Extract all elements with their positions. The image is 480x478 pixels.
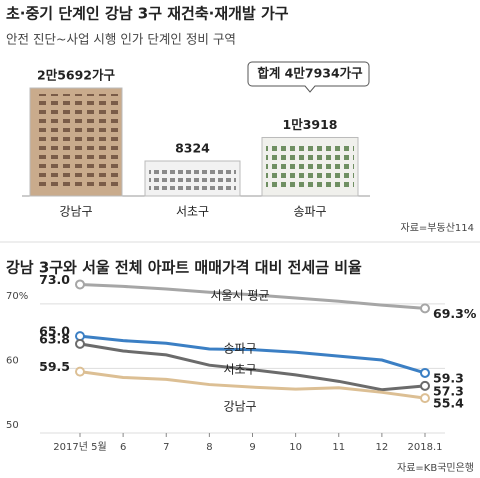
line — [79, 334, 426, 375]
x-tick-label: 10 — [289, 442, 302, 453]
category-label: 송파구 — [293, 205, 326, 219]
point — [420, 393, 430, 404]
value-label: 2만5692가구 — [37, 68, 115, 83]
annotation: 합계 4만7934가구 — [257, 66, 363, 81]
value-label: 57.3 — [433, 383, 464, 398]
value-label: 59.3 — [433, 370, 464, 385]
x-tick-label: 12 — [376, 442, 389, 453]
x-tick-label: 7 — [163, 442, 169, 453]
value-label: 55.4 — [433, 396, 464, 411]
chart-title: 강남 3구와 서울 전체 아파트 매매가격 대비 전세금 비율 — [6, 259, 362, 277]
series-label: 서초구 — [223, 363, 256, 377]
point — [75, 279, 85, 290]
annotation-box: 합계 4만7934가구 — [247, 61, 370, 93]
value-label: 65.0 — [39, 324, 70, 339]
series-label: 서울시 평균 — [210, 289, 269, 303]
x-tick-label: 2018.1 — [408, 442, 443, 453]
chart-title: 초·중기 단계인 강남 3구 재건축·재개발 가구 — [6, 5, 289, 23]
value-label: 1만3918 — [283, 117, 338, 132]
chart-subtitle: 안전 진단~사업 시행 인가 단계인 정비 구역 — [6, 32, 236, 47]
y-tick-label: 50 — [6, 420, 19, 431]
line — [79, 342, 426, 392]
series-label: 송파구 — [223, 342, 256, 356]
series-label: 강남구 — [223, 400, 256, 414]
value-label: 8324 — [175, 141, 210, 156]
building-windows — [266, 143, 354, 190]
value-label: 59.5 — [39, 359, 70, 374]
value-label: 73.0 — [39, 272, 70, 287]
x-tick-label: 2017년 5월 — [53, 441, 106, 453]
x-tick-label: 11 — [332, 442, 345, 453]
line — [79, 370, 426, 400]
y-tick-label: 70% — [6, 291, 28, 302]
point — [420, 367, 430, 378]
value-label: 63.8 — [39, 331, 70, 346]
x-tick-label: 6 — [120, 442, 126, 453]
point — [420, 380, 430, 391]
category-label: 서초구 — [176, 205, 209, 219]
building-windows — [149, 167, 236, 190]
x-tick-label: 9 — [249, 442, 255, 453]
building-windows — [34, 94, 118, 190]
point — [75, 366, 85, 377]
value-label: 69.3% — [433, 306, 477, 321]
point — [420, 303, 430, 314]
y-tick-label: 60 — [6, 355, 19, 366]
x-tick-label: 8 — [206, 442, 212, 453]
source: 자료=KB국민은행 — [397, 462, 474, 474]
point — [75, 338, 85, 349]
line — [79, 282, 426, 310]
source: 자료=부동산114 — [401, 222, 474, 234]
category-label: 강남구 — [59, 205, 92, 219]
